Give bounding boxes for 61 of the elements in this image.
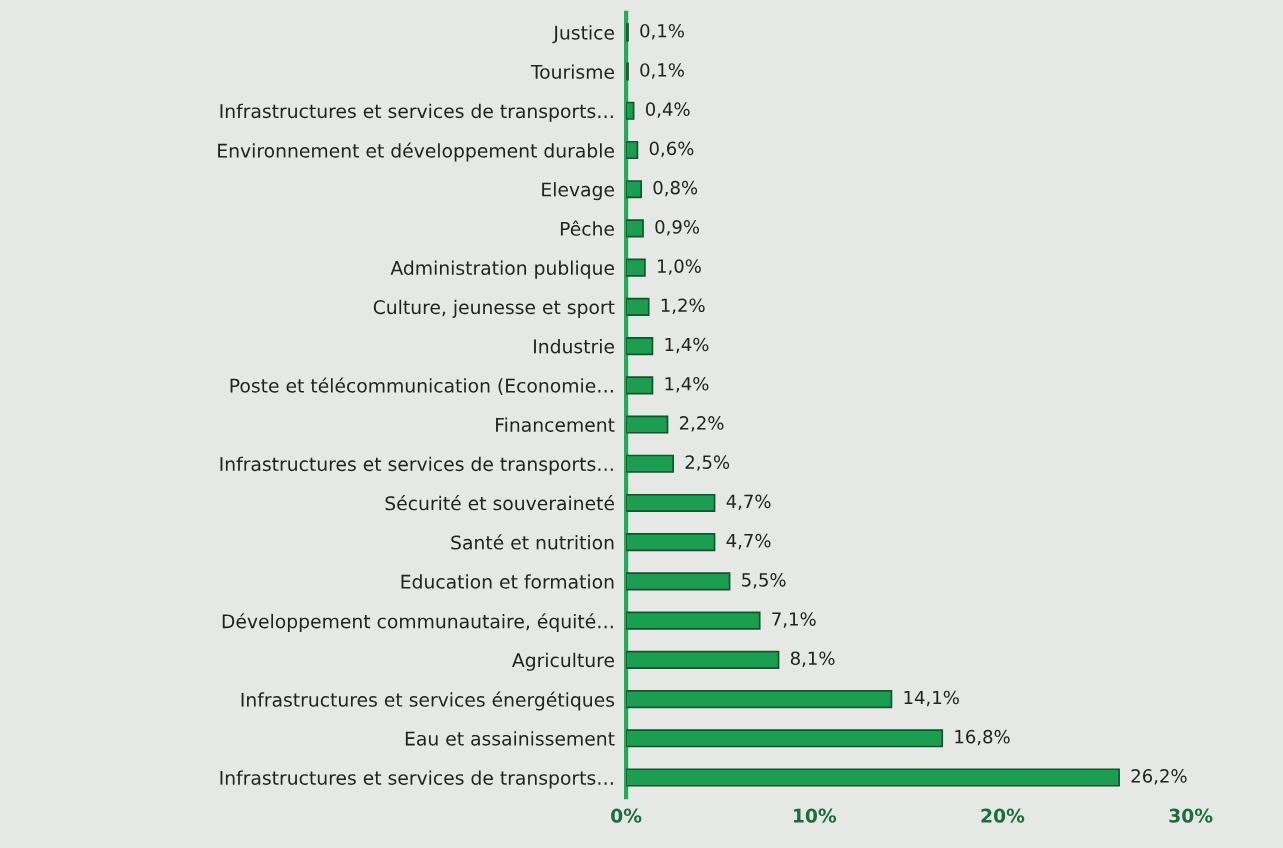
bar <box>626 611 761 630</box>
y-tick-label: Tourisme <box>530 64 614 79</box>
y-tick-label: Education et formation <box>401 574 614 589</box>
bar <box>626 729 944 748</box>
bar <box>626 415 669 434</box>
y-tick-label: Poste et télécommunication (Economie… <box>230 377 613 395</box>
data-label: 1,0% <box>658 259 701 275</box>
data-label: 1,4% <box>665 376 709 393</box>
x-tick-label: 30% <box>1169 808 1213 823</box>
bar <box>626 454 674 473</box>
y-tick-label: Administration publique <box>390 260 614 279</box>
data-label: 0,1% <box>640 23 684 40</box>
y-tick-label: Sécurité et souveraineté <box>385 495 614 511</box>
bar <box>626 376 654 395</box>
x-tick-label: 20% <box>981 808 1025 823</box>
bar <box>626 768 1120 787</box>
bar <box>626 533 716 552</box>
data-label: 5,5% <box>742 572 786 589</box>
data-label: 14,1% <box>904 690 959 707</box>
y-tick-label: Agriculture <box>512 652 614 671</box>
bar <box>626 650 780 669</box>
y-tick-label: Culture, jeunesse et sport <box>373 299 615 318</box>
bar <box>626 140 639 160</box>
y-tick-label: Justice <box>552 25 614 44</box>
bar <box>626 219 644 238</box>
data-label: 0,4% <box>645 102 690 118</box>
y-tick-label: Infrastructures et services de transports… <box>220 770 613 789</box>
data-label: 1,2% <box>661 298 705 314</box>
data-label: 4,7% <box>726 494 771 511</box>
data-label: 0,9% <box>655 220 700 236</box>
y-tick-label: Infrastructures et services de transports… <box>220 456 613 475</box>
data-label: 4,7% <box>726 533 771 550</box>
bar <box>626 258 646 277</box>
data-label: 16,8% <box>955 729 1010 746</box>
y-tick-label: Eau et assainissement <box>405 731 615 746</box>
y-tick-label: Développement communautaire, équité… <box>222 613 613 633</box>
y-tick-label: Environnement et développement durable <box>218 142 614 162</box>
data-label: 0,8% <box>653 180 698 197</box>
y-tick-label: Pêche <box>560 220 614 236</box>
data-label: 7,1% <box>772 612 816 628</box>
data-label: 2,5% <box>685 455 730 471</box>
data-label: 8,1% <box>790 651 835 667</box>
y-tick-label: Industrie <box>534 338 614 354</box>
y-tick-label: Financement <box>496 417 615 432</box>
y-tick-label: Elevage <box>542 182 614 201</box>
data-label: 1,4% <box>665 337 709 354</box>
bar <box>626 572 731 591</box>
x-tick-label: 0% <box>611 808 642 823</box>
bar <box>626 689 893 709</box>
bar <box>626 297 650 316</box>
data-label: 0,6% <box>649 141 694 158</box>
y-tick-label: Infrastructures et services de transports… <box>220 103 613 122</box>
data-label: 26,2% <box>1131 769 1187 785</box>
y-tick-label: Santé et nutrition <box>451 534 614 550</box>
bar <box>626 180 642 199</box>
data-label: 0,1% <box>640 63 684 79</box>
y-tick-label: Infrastructures et services énergétiques <box>241 691 615 711</box>
bar <box>626 337 654 356</box>
x-tick-label: 10% <box>793 808 837 823</box>
bar <box>626 493 716 513</box>
data-label: 2,2% <box>679 416 724 432</box>
